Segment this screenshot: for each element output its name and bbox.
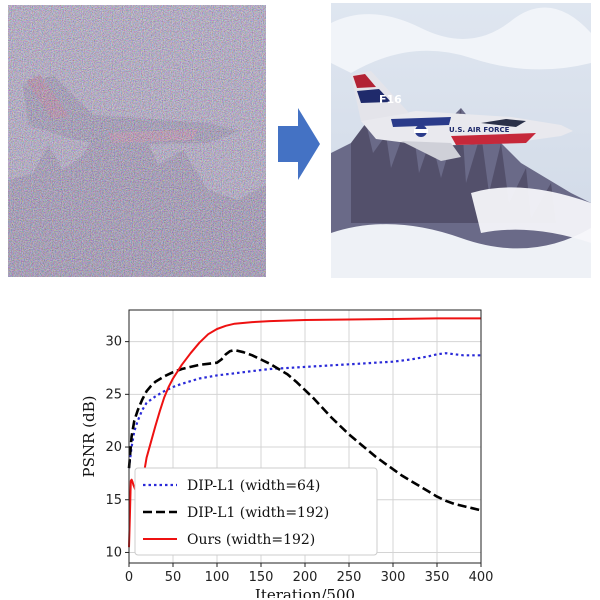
y-axis-label: PSNR (dB) xyxy=(80,396,98,478)
dip-l1-width64-line xyxy=(127,352,481,469)
y-tick-label: 10 xyxy=(105,545,122,560)
legend-label: DIP-L1 (width=192) xyxy=(187,505,329,521)
y-tick-label: 30 xyxy=(105,335,122,350)
ours-width192-line xyxy=(128,317,481,548)
y-tick-label: 20 xyxy=(105,440,122,455)
fuselage-text: U.S. AIR FORCE xyxy=(449,126,510,134)
x-tick-label: 50 xyxy=(165,570,182,585)
psnr-chart: 0 50 100 150 200 250 300 350 400 10 15 20 25 30 Iter… xyxy=(80,309,494,598)
x-tick-label: 350 xyxy=(425,570,450,585)
y-tick-label: 15 xyxy=(105,493,122,508)
noisy-input-photo xyxy=(8,5,266,277)
chart-series xyxy=(127,317,482,548)
x-axis-ticks: 0 50 100 150 200 250 300 350 400 xyxy=(125,563,494,585)
restored-output-photo: F16 U.S. AIR FORCE xyxy=(331,3,591,278)
noisy-input-image xyxy=(8,5,266,277)
y-tick-label: 25 xyxy=(105,387,122,402)
x-tick-label: 200 xyxy=(293,570,318,585)
y-axis-ticks: 10 15 20 25 30 xyxy=(105,335,129,560)
x-tick-label: 150 xyxy=(249,570,274,585)
dip-l1-width192-line xyxy=(127,348,482,512)
x-tick-label: 250 xyxy=(337,570,362,585)
x-axis-label: Iteration/500 xyxy=(255,586,355,598)
chart-legend: DIP-L1 (width=64) DIP-L1 (width=192) Ours … xyxy=(134,467,378,556)
x-tick-label: 400 xyxy=(469,570,494,585)
right-arrow-icon xyxy=(278,108,320,180)
legend-label: Ours (width=192) xyxy=(187,532,315,548)
legend-box xyxy=(134,467,378,556)
x-tick-label: 0 xyxy=(125,570,133,585)
restored-output-image: F16 U.S. AIR FORCE xyxy=(331,3,591,278)
legend-label: DIP-L1 (width=64) xyxy=(187,478,320,494)
tail-text: F16 xyxy=(379,93,402,106)
x-tick-label: 100 xyxy=(205,570,230,585)
x-tick-label: 300 xyxy=(381,570,406,585)
